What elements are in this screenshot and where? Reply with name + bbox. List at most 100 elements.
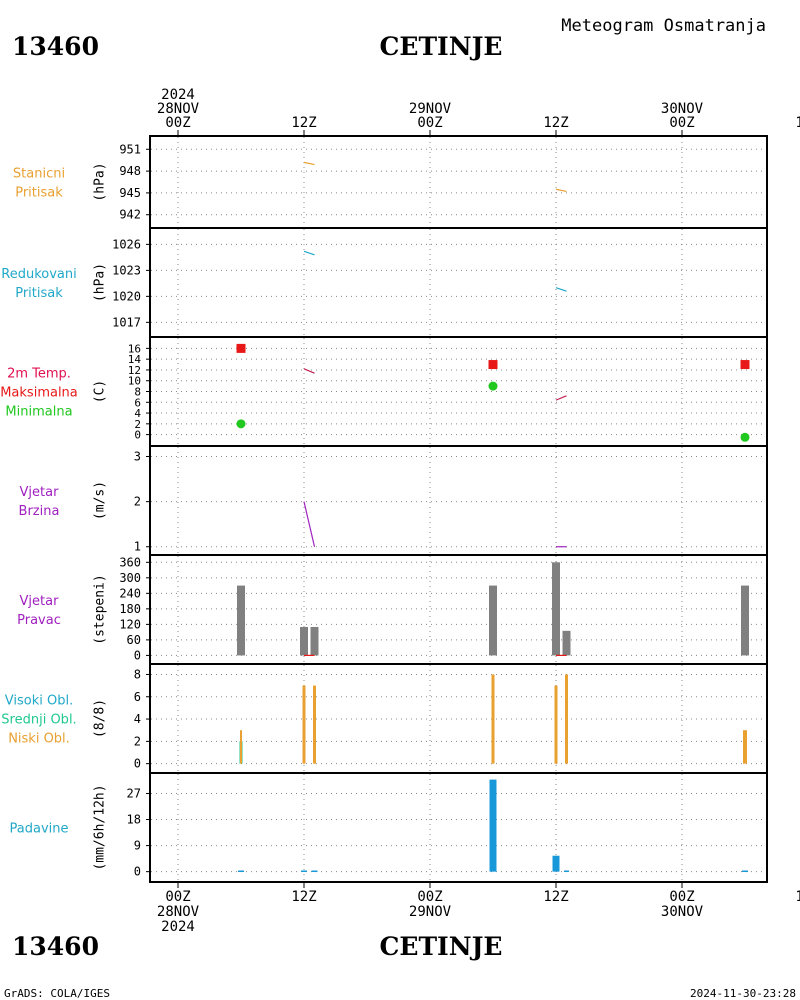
y-tick-label: 18 — [127, 813, 141, 827]
y-tick-label: 180 — [119, 602, 141, 616]
bottom-tick-label: 12Z — [795, 889, 800, 905]
y-tick-label: 120 — [119, 617, 141, 631]
data-bar — [742, 870, 748, 872]
y-tick-label: 6 — [134, 396, 141, 409]
y-axis-title: (8/8) — [93, 699, 108, 738]
y-tick-label: 945 — [119, 186, 141, 200]
panel-station-pressure: 951 948 945 942 (hPa) Stanicni Pritisak — [13, 135, 768, 229]
data-bar — [491, 674, 495, 764]
y-tick-label: 0 — [134, 757, 141, 771]
station-name-bottom: CETINJE — [380, 932, 503, 961]
y-tick-label: 942 — [119, 208, 141, 222]
y-tick-label: 9 — [134, 839, 141, 853]
y-tick-label: 240 — [119, 586, 141, 600]
top-tick-label: 29NOV — [409, 101, 452, 117]
data-bar — [313, 685, 316, 764]
data-bar — [564, 870, 569, 872]
y-tick-label: 1020 — [112, 289, 141, 303]
panel-precipitation: 27 18 9 0 (mm/6h/12h) Padavine — [10, 772, 768, 883]
min-temp-marker — [488, 381, 498, 391]
panel-label: Pritisak — [15, 286, 63, 301]
station-id-bottom: 13460 — [12, 932, 99, 961]
y-tick-label: 1026 — [112, 237, 141, 251]
top-tick-label: 00Z — [165, 115, 190, 131]
max-temp-marker — [488, 360, 498, 370]
series-line — [303, 501, 316, 547]
panel-frame — [149, 135, 768, 229]
max-temp-marker — [236, 343, 246, 353]
y-axis-title: (hPa) — [93, 263, 108, 302]
y-tick-label: 60 — [127, 633, 141, 647]
top-tick-label: 00Z — [417, 115, 442, 131]
bottom-tick-label: 00Z — [669, 889, 694, 905]
top-tick-label: 28NOV — [157, 101, 200, 117]
bottom-tick-label: 00Z — [417, 889, 442, 905]
series-line — [555, 188, 567, 193]
y-tick-label: 8 — [134, 386, 141, 399]
panel-frame — [149, 445, 768, 556]
panel-label: Padavine — [10, 822, 69, 837]
panel-label: Srednji Obl. — [1, 713, 76, 728]
series-line — [303, 161, 315, 166]
bottom-tick-label: 12Z — [543, 889, 568, 905]
panel-label: Vjetar — [20, 485, 60, 500]
data-bar — [240, 730, 242, 764]
bottom-tick-label: 28NOV — [157, 904, 200, 920]
y-tick-label: 2 — [134, 495, 141, 509]
bottom-tick-label: 12Z — [291, 889, 316, 905]
timestamp-label: 2024-11-30-23:28 — [690, 987, 796, 1000]
data-bar — [565, 674, 568, 764]
y-axis-title: (stepeni) — [93, 574, 108, 644]
panel-label: Visoki Obl. — [5, 694, 73, 709]
data-bar — [552, 855, 560, 872]
y-tick-label: 6 — [134, 690, 141, 704]
panel-label: Stanicni — [13, 167, 65, 182]
y-tick-label: 0 — [134, 429, 141, 442]
top-tick-label: 12Z — [543, 115, 568, 131]
y-tick-label: 4 — [134, 407, 141, 420]
y-tick-label: 1017 — [112, 315, 141, 329]
panel-reduced-pressure: 1026 1023 1020 1017 (hPa) Redukovani Pritisak — [1, 227, 768, 338]
y-axis-title: (mm/6h/12h) — [93, 784, 108, 870]
y-tick-label: 10 — [128, 375, 141, 388]
panel-label: Redukovani — [1, 267, 76, 282]
panel-cloud-cover: 8 6 4 2 0 (8/8) Visoki Obl. Srednji Obl. Niski O… — [1, 663, 768, 774]
panel-label: Pravac — [17, 613, 61, 628]
y-tick-label: 948 — [119, 164, 141, 178]
panel-label: Niski Obl. — [8, 732, 70, 747]
bottom-tick-label: 2024 — [161, 919, 195, 935]
max-temp-marker — [740, 360, 750, 370]
panel-wind-speed: 3 2 1 (m/s) Vjetar Brzina — [19, 445, 768, 556]
y-tick-label: 27 — [127, 786, 141, 800]
panel-label: Pritisak — [15, 186, 63, 201]
series-line — [555, 395, 567, 401]
panel-label: Brzina — [19, 504, 60, 519]
min-temp-marker — [740, 432, 750, 442]
y-tick-label: 951 — [119, 142, 141, 156]
data-bar — [562, 630, 571, 656]
data-bar — [300, 626, 308, 656]
panel-frame — [149, 227, 768, 338]
data-bar — [238, 870, 244, 872]
bottom-tick-label: 30NOV — [661, 904, 704, 920]
panel-frame — [149, 336, 768, 447]
y-tick-label: 1 — [134, 540, 141, 554]
data-bar — [301, 870, 307, 872]
panel-label: Vjetar — [20, 594, 60, 609]
panel-label: Maksimalna — [0, 386, 78, 401]
top-tick-label: 2024 — [161, 87, 195, 103]
bottom-time-axis: 00Z28NOV202412Z00Z29NOV12Z00Z30NOV12Z — [157, 882, 800, 935]
credit-label: GrADS: COLA/IGES — [4, 987, 110, 1000]
data-bar — [311, 870, 318, 872]
data-bar — [310, 626, 319, 656]
top-time-axis: 202428NOV00Z12Z29NOV00Z12Z30NOV00Z12Z — [157, 87, 800, 136]
top-tick-label: 12Z — [291, 115, 316, 131]
panel-label: 2m Temp. — [7, 367, 71, 382]
min-temp-marker — [236, 419, 246, 429]
data-bar — [489, 585, 497, 656]
bottom-tick-label: 29NOV — [409, 904, 452, 920]
data-bar — [554, 685, 558, 764]
